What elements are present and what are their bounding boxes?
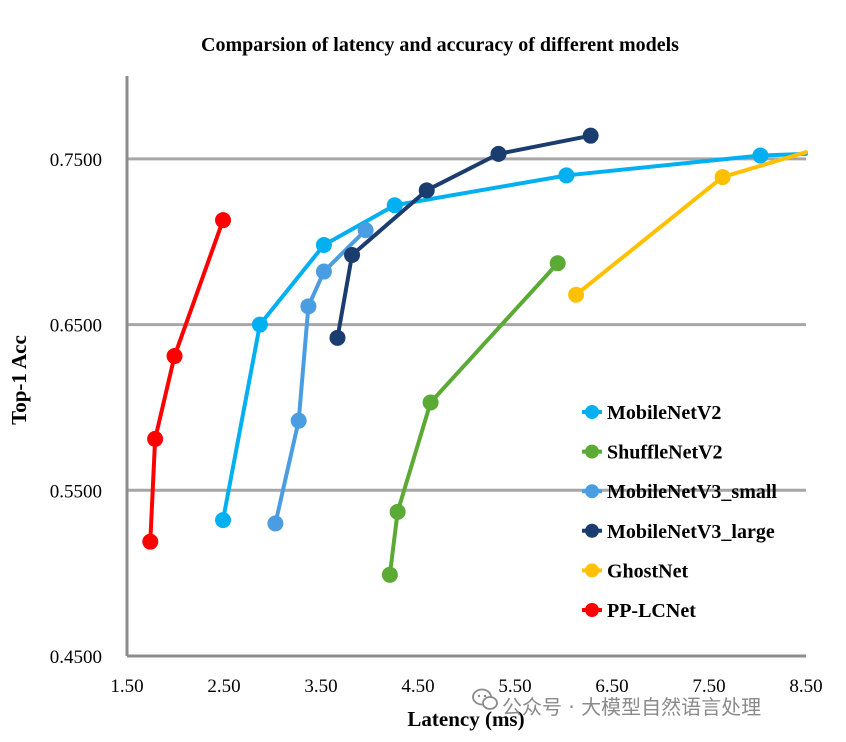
series-ghostnet	[568, 150, 808, 303]
legend-label: GhostNet	[607, 560, 688, 582]
x-tick-label: 8.50	[789, 676, 822, 697]
legend-item: MobileNetV2	[582, 402, 721, 424]
data-point	[315, 237, 332, 254]
legend-label: MobileNetV3_small	[607, 481, 777, 503]
y-tick-label: 0.7500	[50, 150, 102, 171]
data-point	[714, 169, 731, 186]
legend-item: GhostNet	[582, 560, 688, 582]
x-tick-label: 3.50	[304, 676, 337, 697]
x-tick-label: 5.50	[498, 676, 531, 697]
data-point	[418, 182, 435, 199]
x-tick-label: 7.50	[692, 676, 725, 697]
legend: MobileNetV2 ShuffleNetV2 MobileNetV3_small…	[582, 402, 777, 622]
data-point	[215, 512, 232, 529]
y-tick-label: 0.6500	[50, 316, 102, 337]
series-line	[148, 218, 226, 544]
legend-marker	[585, 405, 599, 419]
series-line	[387, 261, 560, 577]
series-mobilenetv3-small	[267, 222, 374, 532]
legend-label: PP-LCNet	[607, 600, 696, 622]
legend-label: ShuffleNetV2	[607, 442, 723, 464]
legend-item: MobileNetV3_large	[582, 521, 775, 543]
axes	[125, 76, 806, 658]
data-point	[300, 298, 317, 315]
legend-marker	[585, 603, 599, 617]
series-group	[142, 127, 808, 583]
legend-item: ShuffleNetV2	[582, 442, 723, 464]
legend-label: MobileNetV2	[607, 402, 721, 424]
legend-marker	[585, 484, 599, 499]
data-point	[582, 127, 599, 144]
watermark: 公众号 · 大模型自然语言处理	[472, 688, 761, 719]
legend-item: MobileNetV3_small	[582, 481, 777, 503]
x-axis-ticks: 1.50 2.50 3.50 4.50 5.50 6.50 7.50 8.50	[110, 676, 822, 697]
data-point	[315, 263, 332, 280]
data-point	[357, 222, 374, 239]
wechat-icon	[472, 688, 498, 710]
y-tick-label: 0.4500	[50, 647, 102, 668]
x-tick-label: 2.50	[207, 676, 240, 697]
series-line	[335, 133, 593, 340]
legend-marker	[585, 563, 599, 578]
legend-item: PP-LCNet	[582, 600, 696, 622]
series-mobilenetv2	[215, 147, 808, 529]
legend-label: MobileNetV3_large	[607, 521, 775, 543]
data-point	[558, 167, 575, 184]
data-point	[142, 533, 159, 550]
series-pp-lcnet	[142, 212, 232, 550]
series-mobilenetv3-large	[329, 127, 599, 346]
data-point	[490, 145, 507, 162]
data-point	[329, 329, 346, 346]
y-axis-label: Top-1 Acc	[7, 335, 31, 425]
data-point	[215, 212, 232, 229]
y-tick-label: 0.5500	[50, 481, 102, 502]
x-tick-label: 4.50	[401, 676, 434, 697]
legend-marker	[585, 444, 599, 459]
data-point	[251, 316, 268, 333]
x-axis-label: Latency (ms)	[407, 707, 524, 731]
data-point	[166, 348, 183, 365]
y-axis-ticks: 0.4500 0.5500 0.6500 0.7500	[50, 150, 102, 668]
watermark-text: 公众号 · 大模型自然语言处理	[502, 695, 761, 719]
x-tick-label: 6.50	[595, 676, 628, 697]
data-point	[267, 515, 284, 532]
data-point	[422, 394, 439, 411]
data-point	[147, 430, 164, 447]
x-tick-label: 1.50	[110, 676, 143, 697]
data-point	[386, 197, 403, 214]
legend-marker	[585, 523, 599, 538]
data-point	[389, 503, 406, 520]
chart-title: Comparsion of latency and accuracy of di…	[201, 34, 679, 56]
series-line	[574, 150, 808, 297]
data-point	[344, 246, 361, 263]
data-point	[290, 412, 307, 429]
grid-lines	[127, 157, 806, 492]
data-point	[549, 255, 566, 272]
series-line	[221, 151, 808, 523]
series-shufflenetv2	[381, 255, 566, 583]
data-point	[568, 286, 585, 303]
data-point	[381, 566, 398, 583]
data-point	[752, 147, 769, 164]
